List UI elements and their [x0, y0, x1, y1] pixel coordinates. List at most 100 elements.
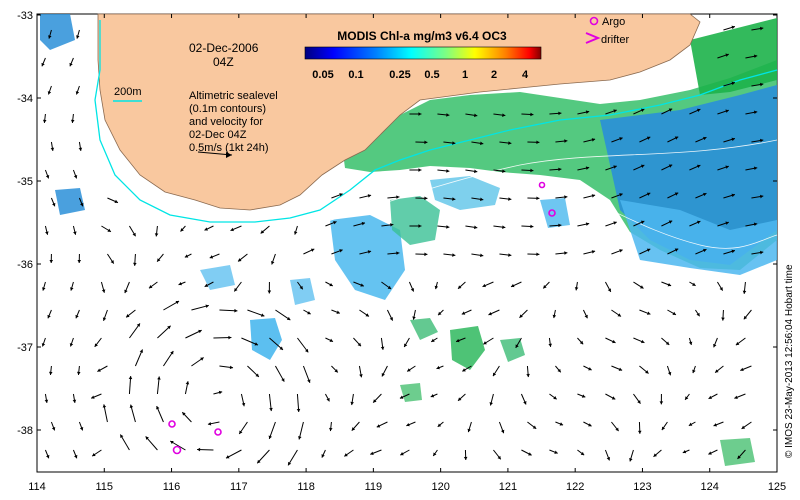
velocity-arrow — [406, 421, 416, 427]
velocity-arrow — [548, 337, 552, 347]
velocity-arrow — [437, 421, 444, 428]
velocity-arrow — [409, 168, 422, 172]
velocity-arrow — [293, 225, 298, 235]
velocity-arrow — [639, 365, 649, 374]
velocity-arrow — [717, 165, 729, 171]
info-line: Altimetric sealevel — [189, 90, 278, 102]
velocity-arrow — [260, 225, 270, 234]
velocity-arrow — [527, 252, 540, 257]
velocity-arrow — [577, 337, 584, 345]
velocity-arrow — [499, 253, 512, 257]
velocity-arrow — [406, 365, 416, 372]
velocity-arrow — [723, 137, 736, 143]
velocity-arrow — [659, 393, 664, 405]
velocity-arrow — [78, 421, 84, 431]
velocity-arrow — [370, 449, 382, 455]
velocity-arrow — [471, 197, 484, 202]
velocity-arrow — [493, 449, 502, 460]
velocity-arrow — [667, 136, 679, 143]
velocity-arrow — [743, 309, 752, 320]
velocity-arrow — [156, 405, 164, 423]
x-tick-label: 123 — [633, 481, 651, 493]
velocity-arrow — [204, 281, 214, 288]
velocity-arrow — [298, 421, 304, 440]
velocity-arrow — [145, 436, 158, 451]
velocity-arrow — [717, 281, 724, 291]
x-tick-label: 117 — [230, 481, 248, 493]
velocity-arrow — [637, 421, 642, 434]
velocity-arrow — [667, 192, 679, 199]
velocity-arrow — [667, 248, 679, 255]
velocity-arrow — [350, 393, 354, 406]
velocity-arrow — [582, 309, 588, 319]
velocity-arrow — [119, 434, 130, 451]
velocity-arrow — [735, 337, 746, 346]
velocity-arrow — [605, 109, 617, 115]
velocity-arrow — [549, 393, 557, 400]
velocity-arrow — [409, 224, 422, 228]
velocity-arrow — [455, 337, 466, 343]
sealevel-contours — [299, 139, 778, 249]
velocity-arrow — [49, 253, 54, 264]
velocity-arrow — [751, 194, 764, 199]
velocity-arrow — [241, 337, 259, 346]
velocity-arrow — [713, 337, 718, 348]
velocity-arrow — [77, 253, 82, 264]
velocity-arrow — [555, 365, 562, 373]
velocity-arrow — [76, 365, 81, 376]
velocity-arrow — [666, 365, 672, 376]
velocity-arrow — [359, 250, 372, 255]
velocity-arrow — [583, 194, 596, 199]
velocity-arrow — [225, 449, 242, 459]
velocity-arrow — [128, 225, 137, 237]
velocity-arrow — [233, 281, 242, 292]
velocity-arrow — [213, 335, 232, 340]
velocity-arrow — [376, 421, 388, 428]
map-date: 02-Dec-2006 — [189, 41, 259, 55]
velocity-arrow — [519, 309, 528, 319]
velocity-arrow — [692, 365, 696, 374]
velocity-arrow — [128, 376, 133, 395]
velocity-arrow — [359, 194, 372, 199]
velocity-arrow — [577, 449, 585, 456]
velocity-arrow — [380, 337, 385, 350]
velocity-arrow — [527, 421, 537, 430]
velocity-arrow — [682, 449, 690, 454]
velocity-arrow — [75, 309, 80, 319]
velocity-arrow — [178, 281, 186, 286]
velocity-arrow — [372, 393, 382, 403]
velocity-arrow — [717, 221, 729, 227]
velocity-arrow — [430, 337, 438, 343]
velocity-arrow — [611, 309, 622, 317]
velocity-arrow — [661, 281, 672, 287]
velocity-arrow — [465, 225, 478, 230]
velocity-arrow — [577, 222, 590, 227]
velocity-arrow — [574, 281, 579, 291]
info-line: 02-Dec 04Z — [189, 129, 247, 141]
colorbar-ticks: 0.05 0.1 0.25 0.5 1 2 4 — [312, 69, 529, 81]
y-tick-label: -38 — [17, 425, 33, 437]
x-tick-label: 121 — [499, 481, 517, 493]
velocity-arrow — [163, 300, 180, 311]
velocity-arrow — [387, 251, 400, 255]
velocity-scale-arrow — [197, 151, 233, 158]
velocity-arrow — [499, 141, 512, 145]
argo-floats — [168, 181, 556, 455]
velocity-arrow — [521, 224, 534, 229]
velocity-arrow — [751, 26, 764, 31]
velocity-arrow — [213, 390, 223, 395]
velocity-arrow — [483, 337, 494, 345]
velocity-arrow — [467, 421, 472, 433]
x-tick-label: 125 — [768, 481, 786, 493]
x-tick-label: 124 — [701, 481, 719, 493]
velocity-arrow — [745, 166, 758, 171]
map-time: 04Z — [213, 55, 234, 69]
velocity-arrow — [268, 421, 276, 440]
velocity-arrow — [75, 85, 80, 95]
velocity-arrow — [633, 337, 645, 344]
velocity-arrow — [713, 421, 724, 427]
velocity-arrow — [50, 141, 55, 151]
velocity-arrow — [331, 309, 341, 314]
velocity-arrow — [41, 57, 46, 67]
